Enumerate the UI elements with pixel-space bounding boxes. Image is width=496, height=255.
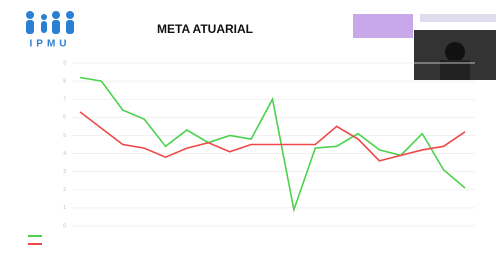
webcam-person	[445, 42, 465, 62]
sponsor-logo	[353, 14, 413, 38]
y-tick-label: 9	[63, 60, 66, 66]
logo-text: IPMU	[30, 39, 71, 50]
webcam-bar	[420, 14, 496, 22]
y-tick-label: 4	[63, 151, 66, 157]
y-tick-label: 5	[63, 133, 66, 139]
y-tick-label: 8	[63, 78, 66, 84]
y-tick-label: 1	[63, 205, 66, 211]
screen: IPMU META ATUARIAL 0 1 2 3 4 5 6 7 8 9	[0, 0, 496, 250]
chart-title: META ATUARIAL	[157, 22, 253, 36]
y-tick-label: 0	[63, 223, 66, 229]
y-tick-label: 2	[63, 187, 66, 193]
y-tick-label: 6	[63, 115, 66, 121]
y-tick-label: 7	[63, 97, 66, 103]
y-tick-label: 3	[63, 169, 66, 175]
